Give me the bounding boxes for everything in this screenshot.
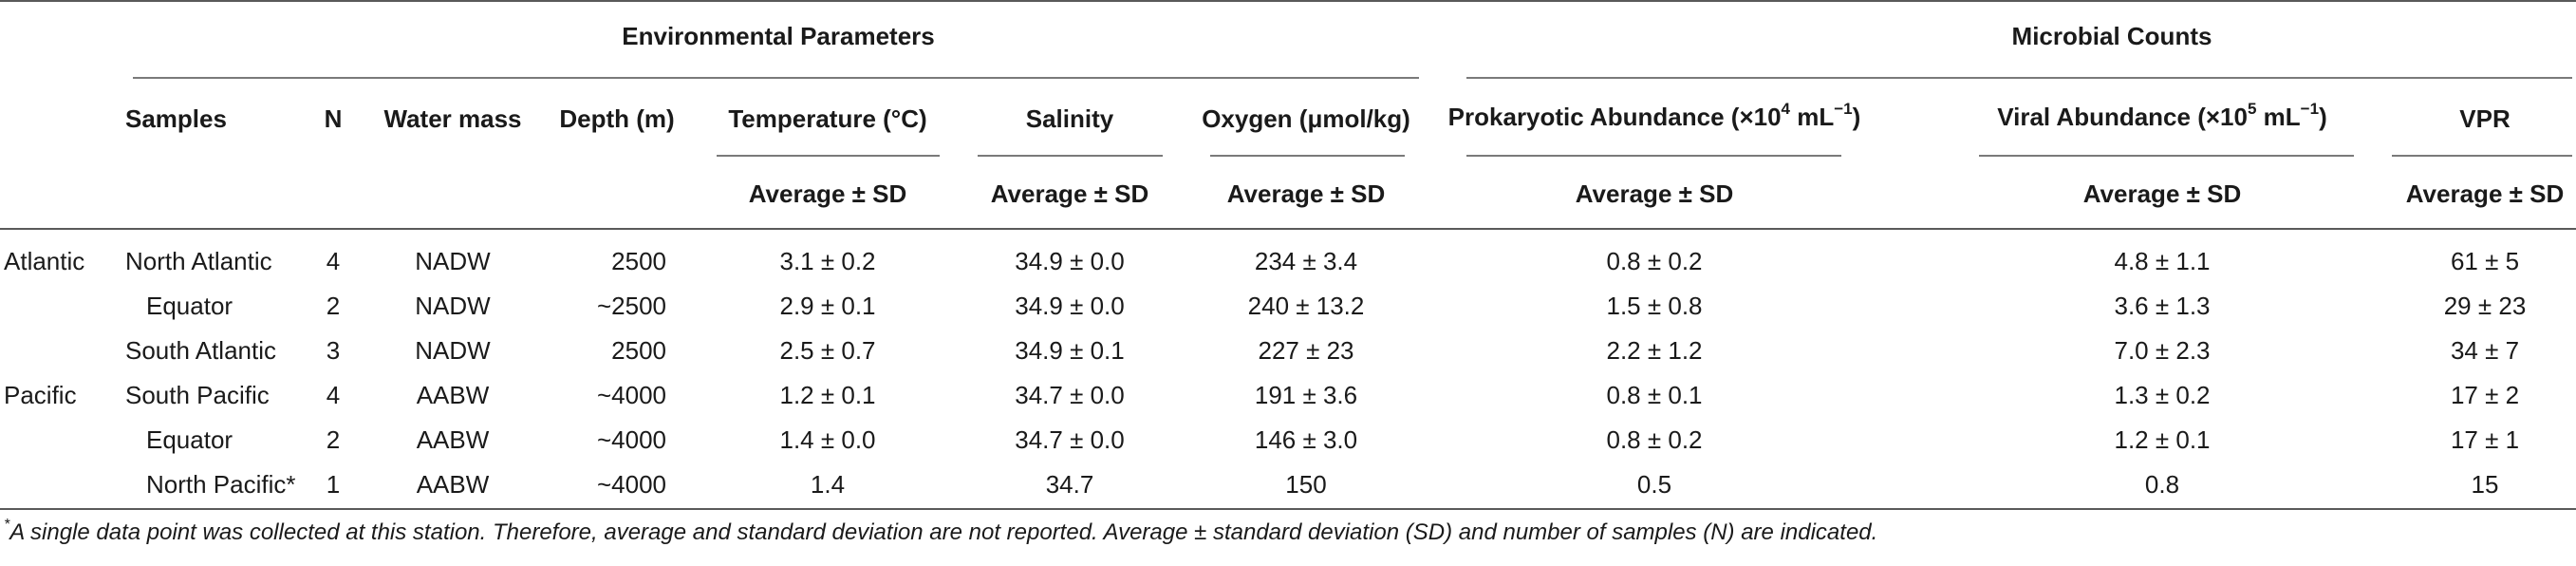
row-viral: 3.6 ± 1.3 [2114, 292, 2211, 320]
row-vpr: 29 ± 23 [2443, 292, 2527, 320]
row-vpr: 34 ± 7 [2450, 336, 2520, 365]
col-header-depth: Depth (m) [559, 104, 675, 133]
col-header-samples: Samples [125, 104, 227, 133]
row-temperature: 1.4 [810, 470, 846, 499]
prokaryotic-subrule [1466, 155, 1841, 157]
row-viral: 4.8 ± 1.1 [2114, 247, 2211, 275]
row-n: 4 [326, 247, 341, 275]
row-oxygen: 234 ± 3.4 [1254, 247, 1358, 275]
microbial-group-rule [1466, 77, 2572, 79]
row-region: Pacific [4, 381, 77, 409]
group-header-microbial: Microbial Counts [2011, 22, 2212, 50]
row-salinity: 34.7 ± 0.0 [1015, 381, 1125, 409]
col-header-prokaryotic: Prokaryotic Abundance (×104 mL−1) [1447, 100, 1861, 131]
row-n: 2 [326, 425, 341, 454]
row-n: 4 [326, 381, 341, 409]
row-water-mass: NADW [415, 292, 491, 320]
subheader-vpr-avg-sd: Average ± SD [2405, 179, 2565, 208]
footnote-mark: * [4, 517, 10, 533]
row-viral: 1.3 ± 0.2 [2114, 381, 2211, 409]
row-oxygen: 191 ± 3.6 [1254, 381, 1358, 409]
row-vpr: 15 [2471, 470, 2499, 499]
row-n: 1 [326, 470, 341, 499]
col-header-vpr: VPR [2459, 104, 2511, 133]
row-sample: South Atlantic [125, 336, 276, 365]
row-oxygen: 146 ± 3.0 [1254, 425, 1358, 454]
row-viral: 7.0 ± 2.3 [2114, 336, 2211, 365]
group-header-environmental: Environmental Parameters [622, 22, 935, 50]
row-salinity: 34.7 [1045, 470, 1094, 499]
oxygen-subrule [1210, 155, 1405, 157]
salinity-subrule [978, 155, 1163, 157]
row-depth: ~4000 [596, 381, 666, 409]
row-depth: ~4000 [596, 470, 666, 499]
row-salinity: 34.7 ± 0.0 [1015, 425, 1125, 454]
row-prokaryotic: 1.5 ± 0.8 [1606, 292, 1703, 320]
row-vpr: 17 ± 2 [2450, 381, 2520, 409]
row-oxygen: 227 ± 23 [1258, 336, 1354, 365]
row-prokaryotic: 2.2 ± 1.2 [1606, 336, 1703, 365]
row-prokaryotic: 0.8 ± 0.2 [1606, 247, 1703, 275]
col-header-viral: Viral Abundance (×105 mL−1) [1997, 100, 2327, 131]
row-water-mass: NADW [415, 247, 491, 275]
row-salinity: 34.9 ± 0.0 [1015, 247, 1125, 275]
col-header-water-mass: Water mass [383, 104, 522, 133]
col-header-oxygen: Oxygen (μmol/kg) [1202, 104, 1410, 133]
row-water-mass: NADW [415, 336, 491, 365]
col-header-salinity: Salinity [1025, 104, 1114, 133]
subheader-prokaryotic-avg-sd: Average ± SD [1575, 179, 1734, 208]
row-sample: Equator [146, 292, 233, 320]
row-prokaryotic: 0.8 ± 0.1 [1606, 381, 1703, 409]
row-temperature: 1.2 ± 0.1 [779, 381, 876, 409]
col-header-temperature: Temperature (°C) [728, 104, 927, 133]
row-salinity: 34.9 ± 0.0 [1015, 292, 1125, 320]
viral-subrule [1979, 155, 2354, 157]
row-water-mass: AABW [416, 381, 490, 409]
row-oxygen: 150 [1285, 470, 1327, 499]
row-prokaryotic: 0.5 [1636, 470, 1672, 499]
table-footnote: *A single data point was collected at th… [4, 517, 1878, 546]
row-depth: 2500 [611, 336, 666, 365]
row-temperature: 2.9 ± 0.1 [779, 292, 876, 320]
row-sample: Equator [146, 425, 233, 454]
environmental-group-rule [133, 77, 1419, 79]
temperature-subrule [717, 155, 940, 157]
row-oxygen: 240 ± 13.2 [1247, 292, 1365, 320]
row-region: Atlantic [4, 247, 85, 275]
row-temperature: 1.4 ± 0.0 [779, 425, 876, 454]
subheader-oxygen-avg-sd: Average ± SD [1226, 179, 1386, 208]
row-vpr: 61 ± 5 [2450, 247, 2520, 275]
table-bottom-rule [0, 508, 2576, 510]
subheader-salinity-avg-sd: Average ± SD [990, 179, 1149, 208]
row-salinity: 34.9 ± 0.1 [1015, 336, 1125, 365]
footnote-text: A single data point was collected at thi… [9, 519, 1878, 545]
row-n: 2 [326, 292, 341, 320]
row-sample: North Pacific* [146, 470, 296, 499]
subheader-temperature-avg-sd: Average ± SD [748, 179, 907, 208]
row-vpr: 17 ± 1 [2450, 425, 2520, 454]
subheader-viral-avg-sd: Average ± SD [2082, 179, 2242, 208]
row-water-mass: AABW [416, 425, 490, 454]
vpr-subrule [2392, 155, 2572, 157]
row-viral: 1.2 ± 0.1 [2114, 425, 2211, 454]
row-depth: ~2500 [596, 292, 666, 320]
row-sample: South Pacific [125, 381, 270, 409]
row-depth: 2500 [611, 247, 666, 275]
table-top-rule [0, 0, 2576, 2]
row-temperature: 3.1 ± 0.2 [779, 247, 876, 275]
col-header-n: N [324, 104, 343, 133]
row-temperature: 2.5 ± 0.7 [779, 336, 876, 365]
row-prokaryotic: 0.8 ± 0.2 [1606, 425, 1703, 454]
row-n: 3 [326, 336, 341, 365]
row-sample: North Atlantic [125, 247, 272, 275]
row-depth: ~4000 [596, 425, 666, 454]
header-bottom-rule [0, 228, 2576, 230]
row-viral: 0.8 [2144, 470, 2180, 499]
row-water-mass: AABW [416, 470, 490, 499]
